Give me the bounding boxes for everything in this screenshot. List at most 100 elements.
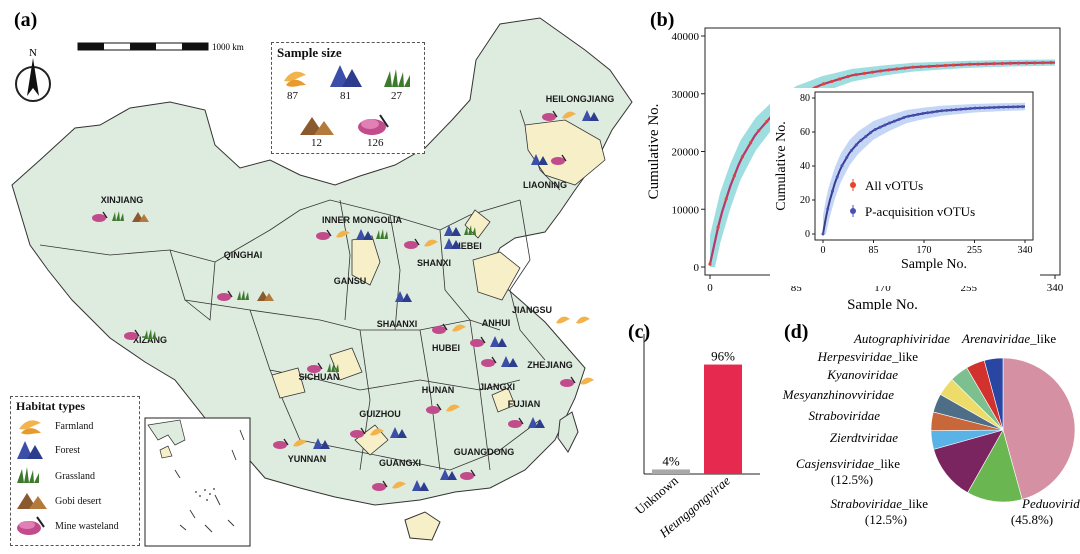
p-acq-point [845,156,849,159]
all-votus-point [935,64,939,68]
province-liaoning: LIAONING [523,154,567,190]
forest-icon [390,427,400,438]
mine-pick-icon [360,427,366,435]
mine-icon [470,339,484,347]
p-acq-point [897,117,901,121]
p-acq-point [883,123,887,127]
forest-icon [538,156,548,165]
p-acq-point [983,106,987,110]
p-acq-point [821,232,825,236]
inset-y-tick-label: 20 [800,195,810,206]
wheat-icon [19,420,41,435]
p-acq-point [978,106,982,110]
province-label: GUIZHOU [359,409,401,419]
all-votus-point [838,77,842,81]
habitat-forest-label: Forest [55,445,80,456]
sample-size-farmland: 87 [287,90,298,102]
all-votus-point [1008,61,1012,65]
p-acq-point [911,113,915,117]
province-label: SHANXI [417,258,451,268]
mine-icon [358,114,389,135]
all-votus-point [724,197,728,201]
province-guangxi: GUANGXI [372,458,429,491]
all-votus-point [903,66,907,70]
province-label: GUANGXI [379,458,421,468]
p-acq-point [945,108,949,112]
p-acq-point [840,164,844,168]
sample-size-grassland: 27 [391,90,402,102]
inset-y-tick-label: 80 [800,93,810,104]
bar-value-label: 96% [711,349,735,364]
province-jiangsu: JIANGSU [512,305,590,324]
p-acq-point [987,106,991,110]
p-acq-point [888,121,892,125]
inset-x-tick-label: 255 [967,245,982,256]
wheat-icon [576,316,590,324]
forest-icon [419,482,429,491]
p-acq-point [1011,105,1015,109]
p-acq-point [892,119,896,123]
p-acq-point [959,107,963,111]
mine-icon [551,157,565,165]
wheat-icon [580,377,594,385]
all-votus-point [757,129,761,133]
sample-size-title: Sample size [277,45,342,60]
province-hebei: HEBEI [444,225,482,251]
pie-label: Straboviridae [809,408,881,423]
panel-c-label: (c) [628,321,650,343]
grass-icon [237,290,249,300]
inset-y-tick-label: 40 [800,161,810,172]
panel-d-label: (d) [784,321,808,343]
p-acq-point [940,109,944,113]
desert-icon [300,117,334,135]
p-acq-point [954,108,958,112]
sample-size-forest: 81 [340,90,351,102]
mine-icon [542,113,556,121]
y-axis-label: Cumulative No. [646,104,662,200]
inset-y-tick-label: 0 [805,229,810,240]
province-label: HEBEI [454,241,482,251]
mine-icon [217,293,231,301]
pie-slice-arenaviridae-like [983,357,1004,431]
wheat-icon [336,230,350,238]
all-votus-point [895,67,899,71]
all-votus-point [830,79,834,84]
forest-icon [451,227,461,236]
grass-icon [17,467,39,483]
mine-pick-icon [491,356,497,364]
p-acq-point [930,110,934,114]
p-acq-point [854,143,858,147]
pie-label: Straboviridae_like [831,496,929,511]
province-hubei: HUBEI [432,323,466,353]
all-votus-point [1049,61,1053,65]
p-acq-point [921,112,925,116]
all-votus-point [878,69,883,73]
all-votus-point [822,82,826,86]
p-acq-point [835,175,839,179]
pie-label: Zierdtviridae [830,430,898,445]
mine-pick-icon [283,438,289,446]
mine-pick-icon [102,211,108,219]
x-tick-label: 340 [1047,282,1064,294]
mine-pick-icon [570,376,576,384]
all-votus-point [960,63,964,67]
forest-icon [447,471,457,480]
province-inner-mongolia: INNER MONGOLIA [316,215,402,240]
mine-icon [560,379,574,387]
bar-unknown [652,469,690,474]
province-label: JIANGXI [479,382,515,392]
p-acq-point [949,108,953,112]
province-shanxi: SHANXI [404,238,461,268]
mine-icon [460,472,474,480]
province-label: JIANGSU [512,305,552,315]
all-votus-point [1016,61,1021,65]
forest-icon [320,440,330,449]
all-votus-point [976,62,980,66]
province-label: YUNNAN [288,454,327,464]
p-acq-point [1006,105,1010,109]
province-fujian: FUJIAN [508,399,545,428]
wheat-icon [562,111,576,119]
province-label: GUANGDONG [454,447,515,457]
p-acq-point [869,131,873,135]
